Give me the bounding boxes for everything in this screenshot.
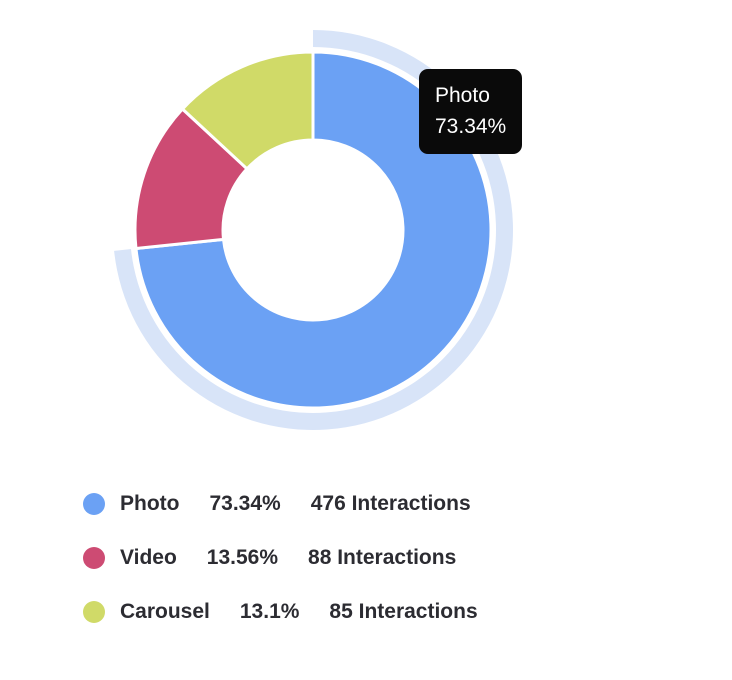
legend: Photo 73.34% 476 Interactions Video 13.5… (83, 491, 478, 653)
donut-chart: Photo 73.34% (0, 0, 732, 460)
legend-interactions: 88 Interactions (308, 546, 457, 569)
donut-slice-carousel[interactable] (180, 50, 315, 171)
legend-interactions: 85 Interactions (329, 600, 478, 623)
legend-label: Video (120, 546, 177, 569)
legend-label: Photo (120, 492, 180, 515)
legend-label: Carousel (120, 600, 210, 623)
legend-item-photo[interactable]: Photo 73.34% 476 Interactions (83, 491, 478, 517)
legend-swatch-video (83, 547, 105, 569)
legend-swatch-carousel (83, 601, 105, 623)
legend-interactions: 476 Interactions (310, 492, 471, 515)
legend-percent: 13.56% (206, 546, 279, 569)
donut-slice-photo[interactable] (134, 50, 493, 410)
donut-svg[interactable] (0, 0, 732, 460)
legend-percent: 13.1% (239, 600, 300, 623)
legend-item-carousel[interactable]: Carousel 13.1% 85 Interactions (83, 599, 478, 625)
legend-item-video[interactable]: Video 13.56% 88 Interactions (83, 545, 478, 571)
legend-percent: 73.34% (209, 492, 281, 515)
legend-swatch-photo (83, 493, 105, 515)
